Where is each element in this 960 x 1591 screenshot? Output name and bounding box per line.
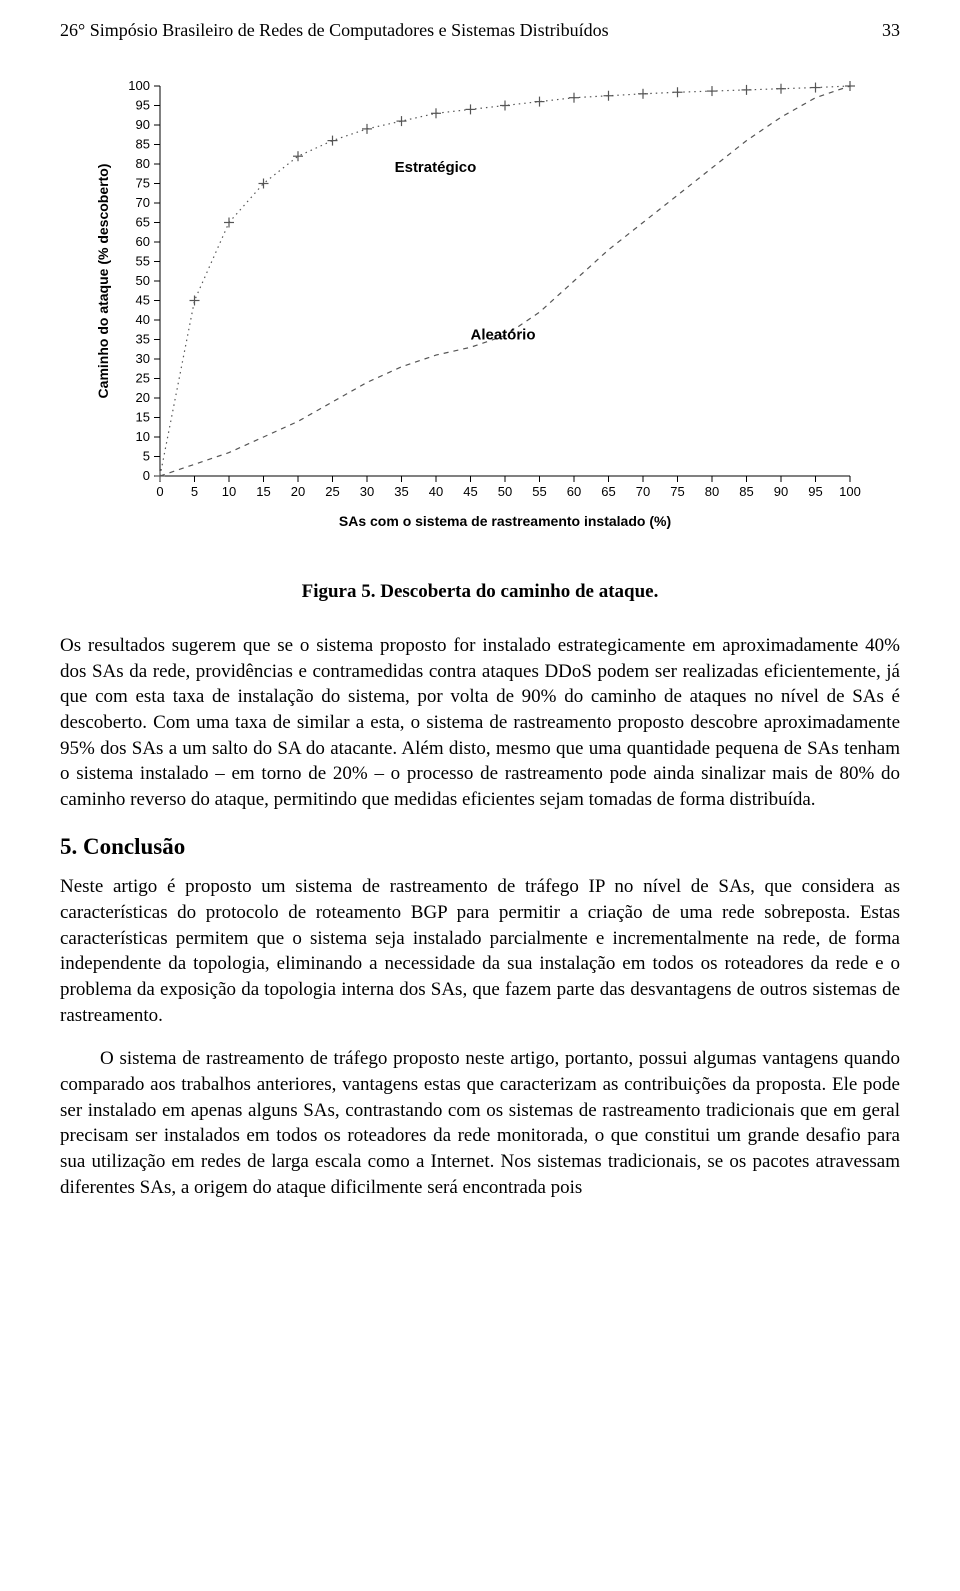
svg-text:60: 60: [136, 234, 150, 249]
svg-text:25: 25: [136, 371, 150, 386]
svg-text:100: 100: [839, 484, 861, 499]
header-page-number: 33: [882, 20, 900, 41]
svg-text:Caminho do ataque (% descobert: Caminho do ataque (% descoberto): [95, 164, 111, 399]
running-header: 26° Simpósio Brasileiro de Redes de Comp…: [60, 20, 900, 41]
svg-text:30: 30: [136, 351, 150, 366]
figure-5-chart: 0510152025303540455055606570758085909510…: [60, 71, 900, 561]
svg-text:0: 0: [143, 468, 150, 483]
svg-text:95: 95: [808, 484, 822, 499]
svg-text:10: 10: [222, 484, 236, 499]
svg-text:95: 95: [136, 98, 150, 113]
svg-text:35: 35: [394, 484, 408, 499]
svg-text:90: 90: [136, 117, 150, 132]
svg-text:70: 70: [136, 195, 150, 210]
svg-text:65: 65: [601, 484, 615, 499]
svg-text:40: 40: [429, 484, 443, 499]
svg-text:80: 80: [705, 484, 719, 499]
svg-text:75: 75: [136, 176, 150, 191]
svg-text:55: 55: [136, 254, 150, 269]
svg-text:20: 20: [291, 484, 305, 499]
svg-text:90: 90: [774, 484, 788, 499]
svg-text:40: 40: [136, 312, 150, 327]
svg-text:30: 30: [360, 484, 374, 499]
svg-text:Aleatório: Aleatório: [471, 327, 536, 344]
svg-text:55: 55: [532, 484, 546, 499]
paragraph-1: Os resultados sugerem que se o sistema p…: [60, 633, 900, 812]
svg-text:SAs com o sistema de rastreame: SAs com o sistema de rastreamento instal…: [339, 513, 671, 529]
figure-caption: Figura 5. Descoberta do caminho de ataqu…: [60, 581, 900, 603]
svg-text:85: 85: [136, 137, 150, 152]
chart-svg: 0510152025303540455055606570758085909510…: [90, 71, 870, 561]
section-heading: 5. Conclusão: [60, 834, 900, 860]
svg-text:65: 65: [136, 215, 150, 230]
svg-text:80: 80: [136, 156, 150, 171]
svg-text:75: 75: [670, 484, 684, 499]
svg-text:5: 5: [143, 449, 150, 464]
paragraph-3: O sistema de rastreamento de tráfego pro…: [60, 1046, 900, 1200]
svg-text:15: 15: [136, 410, 150, 425]
svg-text:45: 45: [463, 484, 477, 499]
header-title: 26° Simpósio Brasileiro de Redes de Comp…: [60, 20, 609, 41]
svg-text:70: 70: [636, 484, 650, 499]
svg-text:60: 60: [567, 484, 581, 499]
svg-text:0: 0: [156, 484, 163, 499]
figure-caption-text: Figura 5. Descoberta do caminho de ataqu…: [302, 581, 659, 602]
svg-text:45: 45: [136, 293, 150, 308]
page-content: 26° Simpósio Brasileiro de Redes de Comp…: [0, 0, 960, 1258]
svg-text:10: 10: [136, 429, 150, 444]
svg-text:100: 100: [128, 78, 150, 93]
paragraph-2: Neste artigo é proposto um sistema de ra…: [60, 874, 900, 1028]
svg-text:20: 20: [136, 390, 150, 405]
svg-text:85: 85: [739, 484, 753, 499]
svg-text:5: 5: [191, 484, 198, 499]
svg-text:15: 15: [256, 484, 270, 499]
svg-text:25: 25: [325, 484, 339, 499]
svg-text:50: 50: [498, 484, 512, 499]
svg-text:50: 50: [136, 273, 150, 288]
svg-text:Estratégico: Estratégico: [395, 159, 477, 176]
svg-text:35: 35: [136, 332, 150, 347]
